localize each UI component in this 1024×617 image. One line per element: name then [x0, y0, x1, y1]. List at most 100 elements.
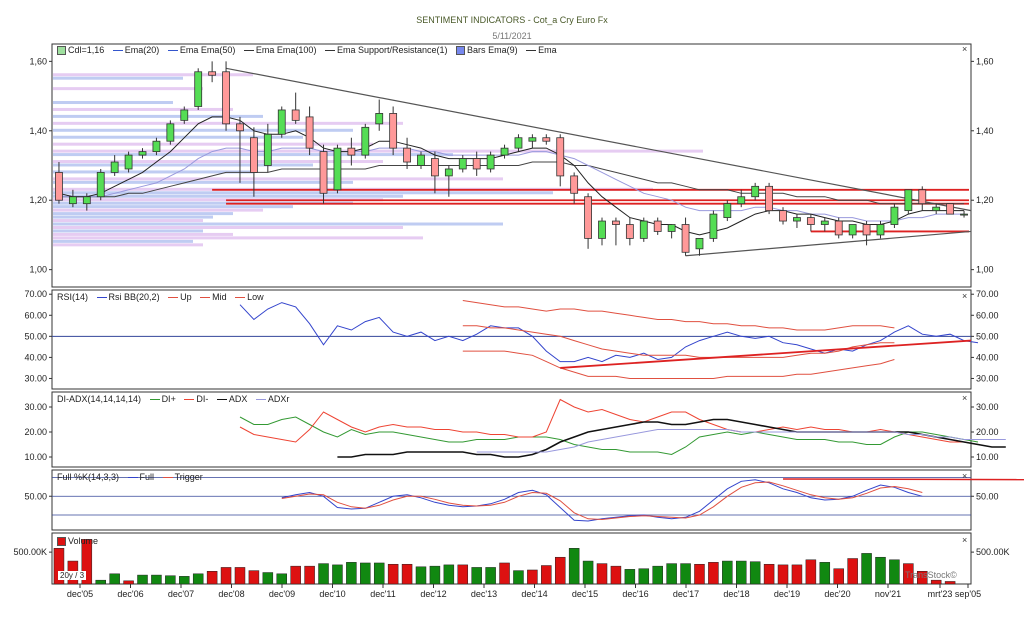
rsi-panel-frame	[51, 289, 972, 390]
volume-bar	[192, 573, 204, 585]
volume-bar	[234, 567, 246, 585]
adx-ytick-label-right: 10.00	[976, 452, 999, 462]
rsi-ytick-label-right: 40.00	[976, 352, 999, 362]
candle-up	[96, 172, 105, 198]
volume-bar	[81, 539, 93, 585]
candle-up	[876, 224, 885, 236]
stoch-trendline	[783, 478, 1024, 481]
xtick-label: dec'14	[521, 589, 547, 599]
volume-bar	[401, 563, 413, 585]
candle-up	[528, 137, 537, 142]
legend-ema-3: Ema	[336, 45, 356, 55]
rsi-ytick-label-right: 30.00	[976, 373, 999, 383]
volume-bar	[875, 556, 886, 585]
candle-up	[68, 196, 77, 205]
price-panel-close-icon[interactable]: ×	[962, 44, 968, 54]
ema-mid-line	[59, 147, 964, 222]
volume-bar	[415, 566, 427, 585]
di-plus-swatch	[149, 399, 160, 401]
candle-up	[194, 71, 203, 107]
legend-mid: Mid	[212, 292, 227, 302]
bars-swatch	[456, 46, 466, 56]
xtick-label: dec'08	[218, 589, 244, 599]
volume-bar	[917, 571, 928, 585]
candle-up	[890, 206, 899, 225]
stoch-panel-close-icon[interactable]: ×	[962, 471, 968, 481]
volume-panel-frame	[51, 532, 972, 585]
rsi-series-rsi	[239, 302, 979, 363]
candle-up	[793, 217, 801, 222]
rsi-series-low	[462, 350, 895, 379]
price-volume-profile-bar	[53, 212, 233, 216]
rsi-series-mid	[462, 325, 895, 358]
volume-bar	[624, 569, 636, 585]
candle-up	[138, 151, 147, 156]
price-volume-profile-bar	[53, 219, 203, 223]
volume-bar	[332, 564, 343, 585]
legend-ema-4: Ema	[538, 45, 557, 55]
volume-bar	[833, 568, 844, 585]
ema-fast-line	[58, 116, 964, 236]
volume-bar	[652, 565, 663, 585]
stoch-series-full	[281, 479, 923, 522]
candle-up	[500, 147, 509, 156]
legend-support: Support/Resistance(1)	[357, 45, 448, 55]
candle-up	[932, 206, 941, 212]
legend-ema-1: Ema	[179, 45, 199, 55]
price-volume-profile-bar	[53, 236, 423, 240]
volume-bar	[513, 570, 524, 585]
price-volume-profile-bar	[53, 160, 383, 164]
candle-up	[904, 189, 913, 212]
watermark: TransStock©	[905, 570, 957, 580]
volume-bar	[290, 565, 301, 585]
candle-up	[417, 154, 425, 166]
rsi-panel-close-icon[interactable]: ×	[962, 291, 968, 301]
full-swatch	[127, 477, 138, 479]
price-volume-profile-bar	[53, 76, 183, 80]
volume-bar	[276, 573, 287, 585]
price-volume-profile-bar	[53, 194, 403, 198]
legend-adx-title: DI-ADX(14,14,14,14)	[57, 394, 142, 404]
candle-up	[375, 113, 384, 125]
price-volume-profile-bar	[53, 215, 213, 219]
legend-full: Full	[139, 472, 155, 482]
candle-down	[403, 147, 411, 163]
adx-panel-close-icon[interactable]: ×	[962, 393, 968, 403]
ema-slow-line	[59, 161, 964, 205]
volume-panel-close-icon[interactable]: ×	[962, 535, 968, 545]
candle-down	[319, 151, 328, 194]
legend-ema-2: Ema	[255, 45, 275, 55]
price-volume-profile-bar	[53, 191, 553, 195]
candle-up	[709, 213, 718, 239]
candle-down	[584, 196, 592, 239]
xtick-label: dec'13	[471, 589, 497, 599]
volume-bar	[749, 561, 761, 585]
volume-bar	[387, 563, 399, 585]
chart-title: SENTIMENT INDICATORS - Cot_a Cry Euro Fx	[416, 15, 608, 25]
volume-bar	[541, 565, 552, 585]
volume-bar	[206, 571, 218, 585]
xtick-label: dec'09	[269, 589, 295, 599]
price-volume-profile-bar	[53, 73, 253, 77]
stoch-panel-frame	[51, 469, 972, 531]
price-ytick-label-left: 1,00	[29, 265, 47, 275]
xtick-label: mrt'23	[928, 589, 953, 599]
rsi-trendline	[560, 339, 972, 369]
candle-down	[765, 185, 773, 212]
volume-bar	[666, 563, 677, 585]
volume-bar	[554, 556, 566, 585]
candle-down	[834, 220, 843, 236]
xtick-label: dec'06	[117, 589, 143, 599]
xtick-label: nov'21	[875, 589, 901, 599]
volume-bar	[791, 564, 803, 585]
price-volume-profile-bar	[53, 128, 353, 132]
candle-down	[250, 137, 258, 173]
xtick-label: dec'10	[319, 589, 345, 599]
price-volume-profile-bar	[53, 198, 383, 202]
price-ytick-label-left: 1,40	[29, 126, 47, 136]
xtick-label: dec'05	[67, 589, 93, 599]
volume-bar	[360, 562, 371, 585]
volume-bar	[373, 562, 385, 585]
candle-up	[263, 133, 272, 166]
volume-bar	[903, 563, 914, 585]
